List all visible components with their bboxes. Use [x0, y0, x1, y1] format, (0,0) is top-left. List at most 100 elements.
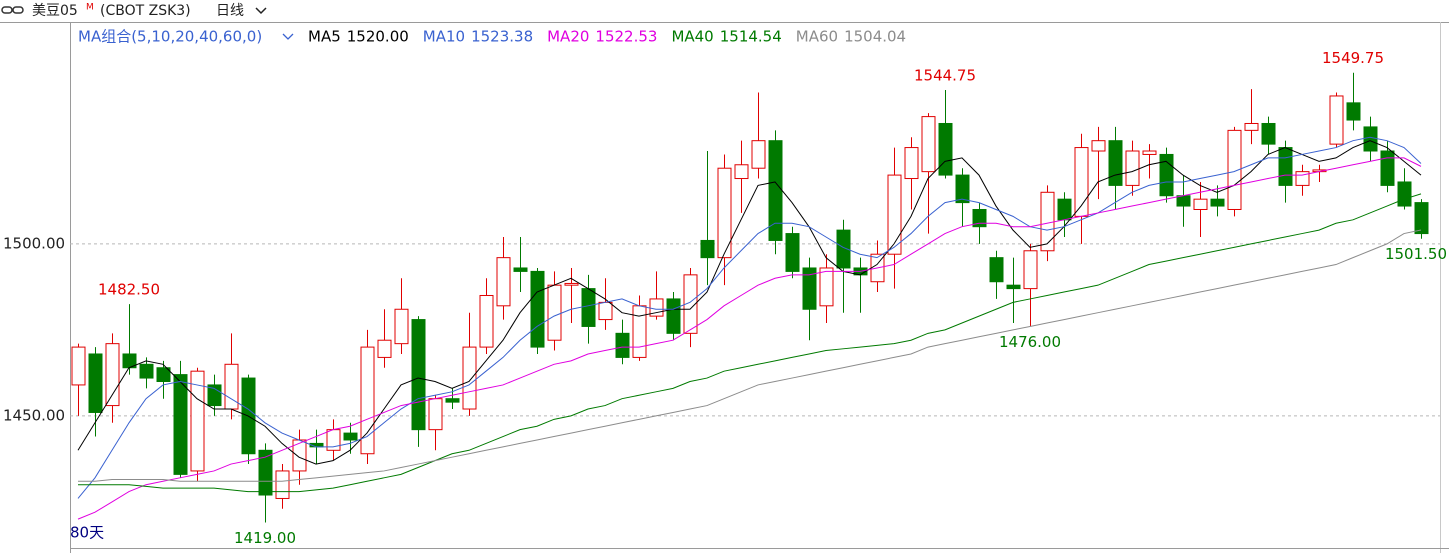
extreme-label: 1501.50 — [1385, 245, 1447, 263]
ma-line — [77, 136, 1422, 499]
candle-body — [1006, 284, 1021, 290]
candle-body — [632, 305, 647, 358]
extreme-label: 1544.75 — [914, 66, 976, 84]
candle-body — [547, 284, 562, 341]
candle-body — [1193, 198, 1208, 210]
candle-body — [785, 233, 800, 272]
candle-body — [1346, 102, 1361, 121]
legend-name: MA10 — [423, 28, 465, 46]
candle-body — [581, 288, 596, 327]
header-bar — [0, 0, 1449, 22]
period[interactable]: 日线 — [216, 3, 244, 19]
candle-body — [479, 294, 494, 348]
candle-body — [802, 267, 817, 310]
y-tick-label: 1500.00 — [3, 234, 65, 252]
candle-body — [1023, 250, 1038, 290]
candle-body — [972, 208, 987, 228]
ma-line — [78, 229, 1422, 482]
candle-body — [411, 319, 426, 431]
link-icon — [1, 6, 24, 14]
candle-body — [904, 147, 919, 180]
ma-line — [77, 157, 1422, 520]
candle-body — [343, 432, 358, 441]
ma-line — [78, 193, 1422, 493]
legend-value: 1523.38 — [471, 28, 533, 46]
candle-body — [394, 308, 409, 345]
candle-body — [955, 174, 970, 204]
legend-value: 1504.04 — [844, 28, 906, 46]
candle-body — [1125, 150, 1140, 186]
candle-body — [921, 116, 936, 173]
extreme-label: 1482.50 — [98, 281, 160, 299]
candle-body — [139, 363, 154, 379]
extreme-label: 1549.75 — [1322, 49, 1384, 67]
candle-body — [105, 343, 120, 407]
candle-body — [71, 346, 86, 386]
candle-body — [734, 164, 749, 180]
candle-body — [564, 282, 579, 286]
candle-body — [496, 257, 511, 307]
candle-body — [445, 398, 460, 403]
candle-body — [1040, 191, 1055, 252]
candle-body — [88, 353, 103, 413]
candle-body — [1380, 150, 1395, 186]
candle-body — [836, 229, 851, 269]
candle-body — [598, 301, 613, 321]
candle-body — [819, 267, 834, 307]
candle-body — [275, 470, 290, 499]
candle-body — [1227, 129, 1242, 210]
legend-name: MA60 — [796, 28, 838, 46]
legend-value: 1520.00 — [347, 28, 409, 46]
symbol-mark: M — [86, 3, 94, 13]
ma-line — [77, 140, 1422, 465]
candle-body — [1159, 153, 1174, 197]
extreme-label: 1476.00 — [999, 333, 1061, 351]
candle-body — [615, 332, 630, 358]
span-label: 80天 — [70, 524, 104, 542]
candle-body — [1176, 195, 1191, 207]
legend-value: 1514.54 — [720, 28, 782, 46]
candle-body — [1142, 150, 1157, 155]
extreme-label: 1419.00 — [234, 529, 296, 547]
candle-body — [751, 140, 766, 169]
candle-body — [1363, 126, 1378, 152]
contract-code: (CBOT ZSK3) — [100, 3, 191, 19]
period-dropdown[interactable] — [255, 7, 267, 15]
y-tick-label: 1450.00 — [3, 406, 65, 424]
candle-body — [1397, 181, 1412, 207]
candle-body — [173, 374, 188, 475]
candle-body — [666, 298, 681, 334]
symbol[interactable]: 美豆05 — [32, 3, 78, 19]
candle-body — [530, 270, 545, 348]
plot-area: 1500.00 1450.00 — [3, 72, 1440, 523]
legend-name: MA40 — [671, 28, 713, 46]
candle-body — [156, 367, 171, 382]
candle-body — [1210, 198, 1225, 207]
candle-body — [700, 239, 715, 259]
candle-body — [1414, 202, 1429, 235]
ma-group[interactable]: MA组合(5,10,20,40,60,0) — [78, 28, 262, 46]
candle-body — [377, 339, 392, 358]
candle-body — [258, 449, 273, 496]
candle-body — [513, 267, 528, 272]
candle-body — [1091, 140, 1106, 152]
ma-dropdown[interactable] — [282, 33, 294, 40]
candle-body — [1261, 122, 1276, 145]
candle-body — [1057, 198, 1072, 221]
candle-body — [1108, 140, 1123, 186]
candle-body — [1329, 95, 1344, 145]
legend-name: MA20 — [547, 28, 589, 46]
candle-body — [462, 346, 477, 410]
legend-value: 1522.53 — [595, 28, 657, 46]
candle-body — [989, 257, 1004, 283]
candle-body — [1244, 122, 1259, 131]
candle-body — [717, 167, 732, 259]
candle-body — [887, 174, 902, 255]
candle-body — [1278, 147, 1293, 186]
candle-body — [938, 122, 953, 176]
candle-body — [428, 398, 443, 431]
legend-name: MA5 — [308, 28, 341, 46]
candle-body — [683, 274, 698, 334]
